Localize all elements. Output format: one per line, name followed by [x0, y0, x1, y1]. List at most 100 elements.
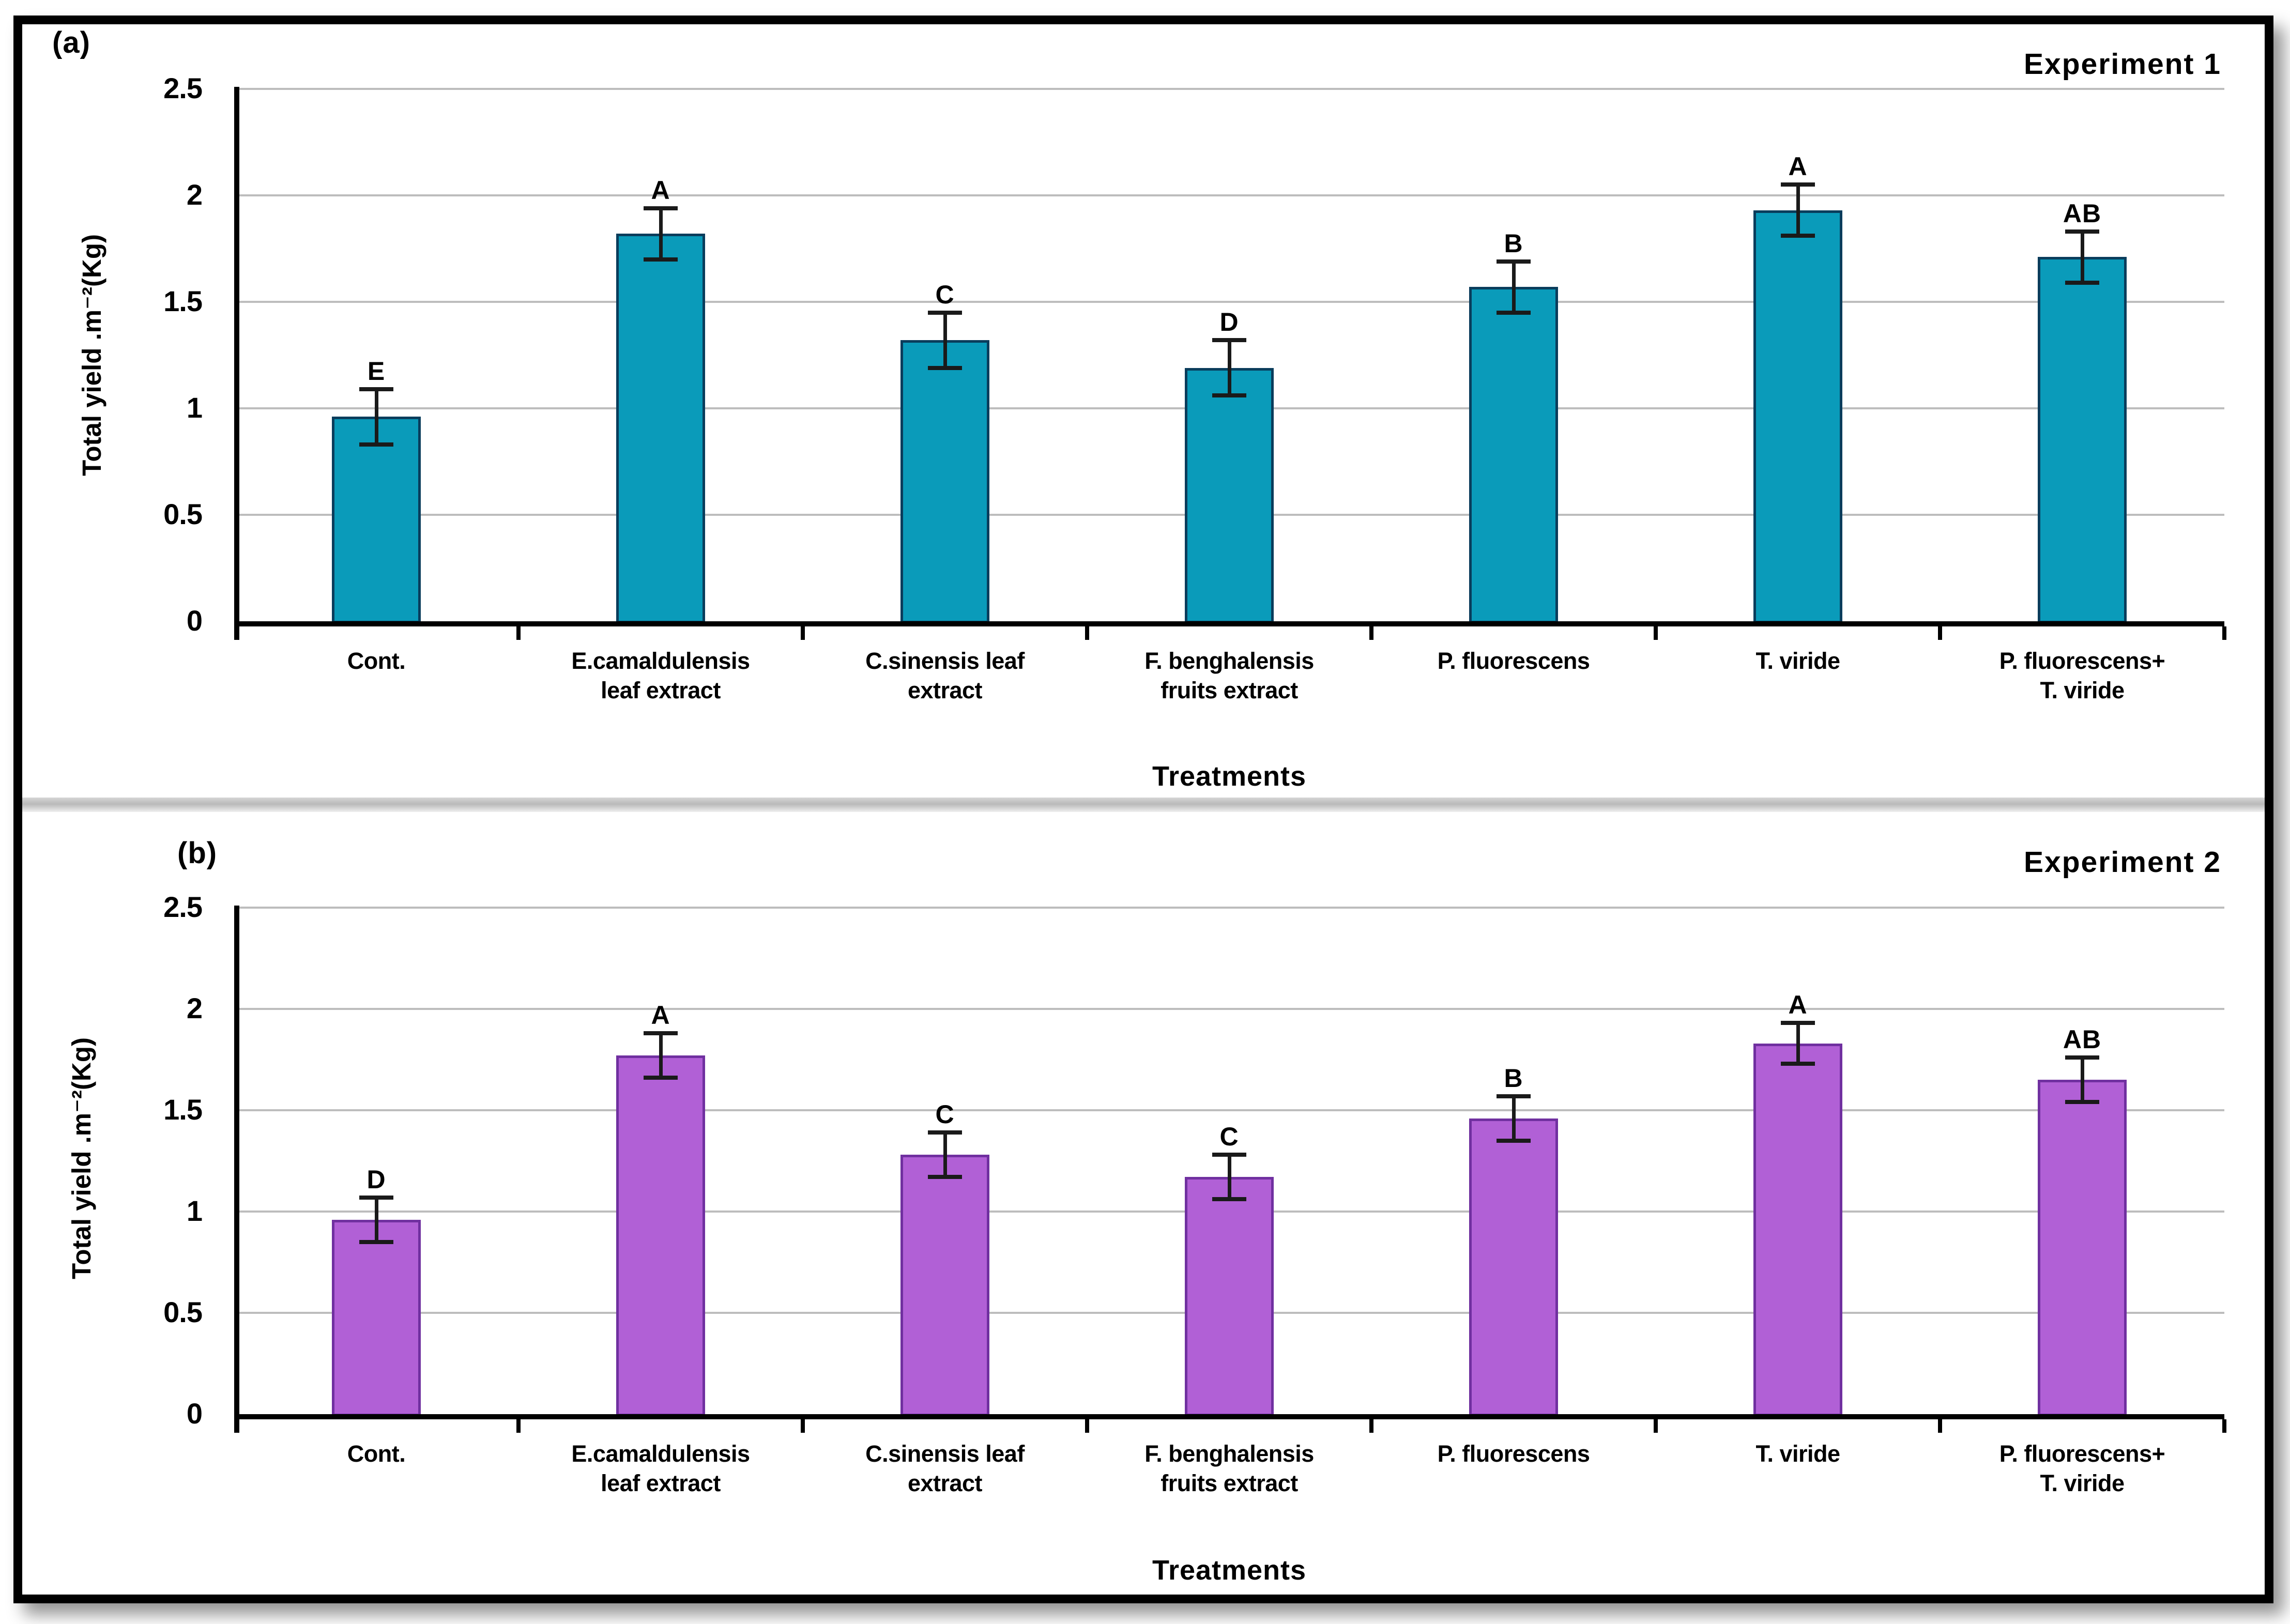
bar-3 [900, 1155, 989, 1416]
significance-letter-3: C [935, 1100, 955, 1129]
y-axis-line [234, 87, 239, 640]
panel-b-title: Experiment 2 [2024, 846, 2221, 879]
gridline [239, 1008, 2224, 1010]
error-bar-2 [659, 208, 663, 259]
significance-letter-4: D [1219, 308, 1239, 337]
error-bar-cap-top [2065, 229, 2099, 234]
panel-b-x-axis-title: Treatments [1152, 1555, 1307, 1586]
error-bar-6 [1796, 1023, 1800, 1064]
significance-letter-7: AB [2063, 1025, 2102, 1054]
error-bar-5 [1512, 261, 1516, 313]
error-bar-cap-top [1781, 182, 1815, 187]
y-tick-label: 0.5 [163, 1296, 203, 1328]
x-axis-tick [1938, 1419, 1942, 1433]
x-category-label-5: P. fluorescens [1437, 1441, 1590, 1467]
error-bar-3 [943, 312, 947, 368]
error-bar-cap-bottom [1497, 1138, 1531, 1143]
error-bar-cap-top [2065, 1055, 2099, 1060]
y-tick-label: 2.5 [163, 72, 203, 104]
error-bar-cap-bottom [928, 365, 962, 370]
x-axis-tick [1654, 1419, 1658, 1433]
bar-7 [2038, 1080, 2127, 1416]
error-bar-cap-top [644, 206, 678, 210]
x-axis-tick [1369, 1419, 1373, 1433]
x-axis-tick [516, 626, 521, 640]
significance-letter-4: C [1219, 1122, 1239, 1152]
error-bar-cap-top [1497, 1094, 1531, 1098]
error-bar-cap-bottom [1212, 393, 1246, 398]
x-axis-tick [1085, 626, 1089, 640]
error-bar-cap-top [644, 1031, 678, 1036]
significance-letter-7: AB [2063, 199, 2102, 228]
bar-4 [1185, 1177, 1274, 1416]
error-bar-4 [1228, 340, 1231, 396]
significance-letter-1: D [367, 1165, 386, 1194]
error-bar-cap-bottom [1212, 1197, 1246, 1202]
error-bar-1 [375, 389, 378, 445]
x-axis-tick [1938, 626, 1942, 640]
error-bar-cap-bottom [359, 442, 393, 447]
bar-7 [2038, 257, 2127, 623]
panel-a-title: Experiment 1 [2024, 48, 2221, 81]
bar-2 [616, 234, 705, 623]
error-bar-7 [2081, 232, 2084, 283]
gridline [239, 301, 2224, 303]
error-bar-2 [659, 1033, 663, 1078]
x-category-label-6: T. viride [1755, 1441, 1840, 1467]
x-category-label-5: P. fluorescens [1437, 648, 1590, 674]
error-bar-cap-bottom [1781, 1061, 1815, 1066]
error-bar-cap-top [1781, 1021, 1815, 1025]
y-tick-label: 1.5 [163, 1093, 203, 1126]
significance-letter-3: C [935, 280, 955, 309]
gridline [239, 88, 2224, 90]
y-tick-label: 0.5 [163, 498, 203, 530]
gridline [239, 194, 2224, 196]
y-tick-label: 2 [186, 178, 203, 211]
y-tick-label: 1 [186, 1194, 203, 1227]
x-axis-tick [1654, 626, 1658, 640]
significance-letter-1: E [367, 356, 386, 386]
error-bar-4 [1228, 1155, 1231, 1200]
significance-letter-2: A [651, 175, 670, 205]
x-axis-tick [1085, 1419, 1089, 1433]
error-bar-5 [1512, 1096, 1516, 1141]
panel-b-y-axis-title: Total yield .m⁻²(Kg) [67, 1037, 96, 1279]
error-bar-cap-top [359, 1195, 393, 1200]
significance-letter-6: A [1788, 152, 1808, 181]
x-category-label-7: P. fluorescens+ T. viride [1999, 648, 2165, 703]
error-bar-1 [375, 1197, 378, 1242]
x-axis-tick [801, 1419, 805, 1433]
error-bar-7 [2081, 1058, 2084, 1102]
panel-a-corner-label: (a) [52, 26, 90, 59]
bar-3 [900, 340, 989, 623]
error-bar-cap-bottom [359, 1239, 393, 1244]
x-axis-line [234, 621, 2224, 626]
panel-experiment-1: 2.5 2 1.5 1 0.5 0 E Cont. A E.camaldulensis leaf … [22, 24, 2265, 798]
error-bar-cap-bottom [644, 257, 678, 262]
bar-5 [1469, 287, 1558, 623]
significance-letter-5: B [1504, 228, 1523, 258]
figure-frame: 2.5 2 1.5 1 0.5 0 E Cont. A E.camaldulensis leaf … [13, 16, 2273, 1603]
x-category-label-4: F. benghalensis fruits extract [1144, 648, 1314, 703]
error-bar-cap-bottom [2065, 1100, 2099, 1105]
y-tick-label: 0 [186, 604, 203, 637]
x-category-label-3: C.sinensis leaf extract [865, 1441, 1025, 1496]
x-category-label-6: T. viride [1755, 648, 1840, 674]
bar-6 [1753, 210, 1842, 623]
x-category-label-7: P. fluorescens+ T. viride [1999, 1441, 2165, 1496]
bar-1 [332, 417, 421, 623]
x-category-label-2: E.camaldulensis leaf extract [571, 648, 750, 703]
y-tick-label: 2.5 [163, 891, 203, 923]
error-bar-cap-bottom [2065, 280, 2099, 285]
y-tick-label: 2 [186, 992, 203, 1024]
x-axis-tick [2222, 626, 2226, 640]
panel-experiment-2: 2.5 2 1.5 1 0.5 0 D Cont. A E.camaldulensis leaf … [22, 812, 2265, 1595]
panel-divider [22, 798, 2265, 812]
x-axis-tick [1369, 626, 1373, 640]
gridline [239, 907, 2224, 909]
error-bar-cap-bottom [1781, 234, 1815, 238]
x-category-label-3: C.sinensis leaf extract [865, 648, 1025, 703]
panel-a-plot-area: 2.5 2 1.5 1 0.5 0 E Cont. A E.camaldulensis leaf … [22, 24, 2265, 798]
x-category-label-2: E.camaldulensis leaf extract [571, 1441, 750, 1496]
x-axis-line [234, 1414, 2224, 1419]
